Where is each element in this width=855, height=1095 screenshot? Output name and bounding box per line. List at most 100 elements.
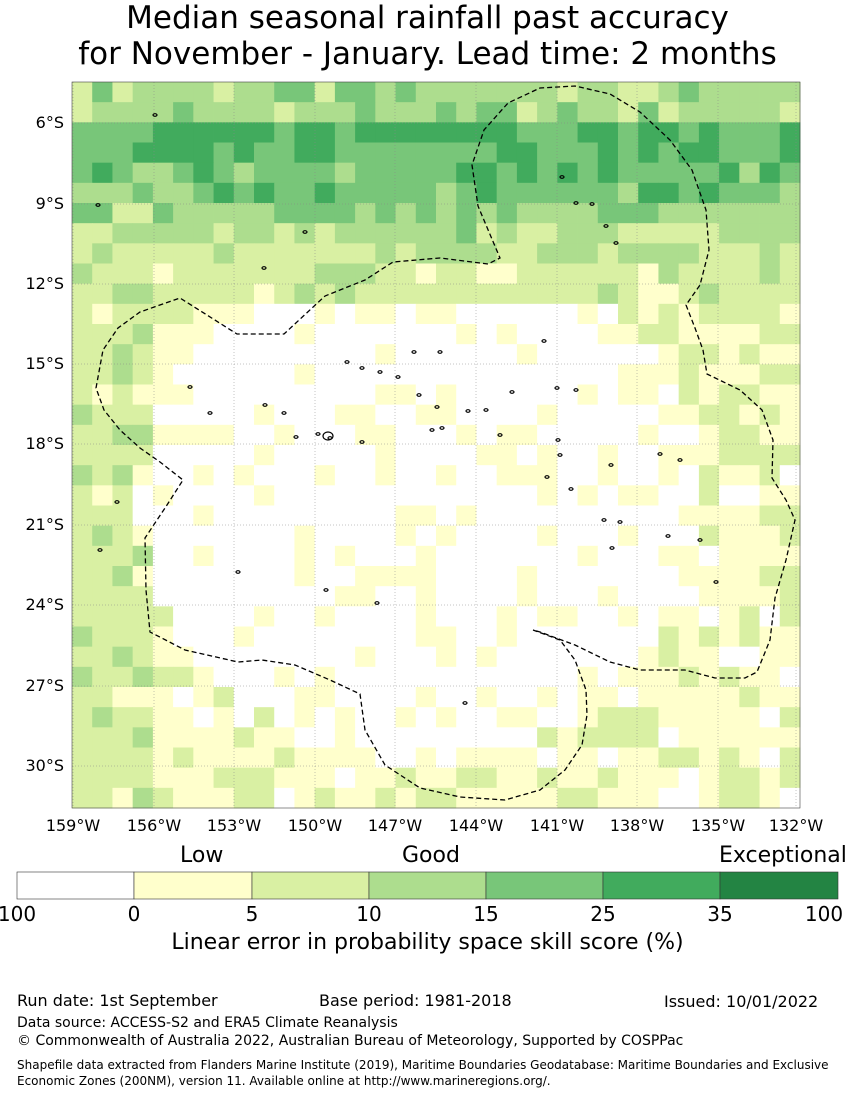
grid-cell [476, 485, 498, 506]
grid-cell [233, 203, 255, 224]
grid-cell [577, 445, 599, 466]
grid-cell [334, 445, 356, 466]
grid-cell [597, 203, 619, 224]
grid-cell [577, 747, 599, 769]
grid-cell [375, 687, 396, 708]
grid-cell [395, 102, 417, 123]
grid-cell [436, 162, 457, 184]
grid-cell [152, 102, 174, 123]
grid-cell [274, 223, 295, 244]
grid-cell [415, 666, 437, 688]
grid-cell [698, 626, 720, 648]
grid-cell [476, 525, 498, 547]
grid-cell [72, 566, 93, 587]
grid-cell [496, 203, 518, 224]
grid-cell [415, 566, 437, 587]
grid-cell [254, 303, 275, 325]
grid-cell [72, 182, 93, 204]
grid-cell [294, 465, 316, 486]
grid-cell [638, 142, 659, 164]
grid-cell [638, 525, 659, 547]
grid-cell [334, 606, 356, 627]
grid-cell [618, 445, 639, 466]
grid-cell [698, 424, 720, 446]
grid-cell [436, 606, 457, 627]
grid-cell [638, 687, 659, 708]
grid-cell [314, 122, 336, 143]
grid-cell [496, 283, 518, 305]
grid-cell [658, 82, 680, 103]
grid-cell [415, 223, 437, 244]
grid-cell [375, 364, 396, 385]
grid-cell [739, 445, 760, 466]
grid-cell [355, 223, 376, 244]
grid-cell [294, 666, 316, 688]
grid-cell [355, 424, 376, 446]
grid-cell [719, 586, 740, 607]
grid-cell [496, 223, 518, 244]
grid-cell [132, 283, 154, 305]
grid-cell [779, 404, 801, 426]
grid-cell [456, 525, 477, 547]
grid-cell [496, 324, 518, 345]
grid-cell [173, 626, 194, 648]
island [462, 701, 468, 705]
grid-cell [112, 424, 134, 446]
grid-cell [577, 606, 599, 627]
grid-cell [516, 404, 538, 426]
grid-cell [779, 606, 801, 627]
grid-cell [355, 404, 376, 426]
grid-cell [213, 223, 235, 244]
grid-cell [274, 687, 295, 708]
grid-cell [537, 586, 558, 607]
grid-cell [233, 102, 255, 123]
grid-cell [557, 203, 578, 224]
grid-cell [355, 203, 376, 224]
grid-cell [516, 324, 538, 345]
grid-cell [213, 666, 235, 688]
grid-cell [476, 626, 498, 648]
grid-cell [638, 747, 659, 769]
grid-cell [779, 687, 801, 708]
grid-cell [678, 283, 700, 305]
grid-cell [72, 203, 93, 224]
grid-cell [92, 203, 113, 224]
grid-cell [516, 787, 538, 809]
grid-cell [375, 303, 396, 325]
grid-cell [759, 445, 781, 466]
grid-cell [698, 787, 720, 809]
grid-cell [658, 223, 680, 244]
grid-cell [577, 203, 599, 224]
grid-cell [274, 384, 295, 406]
grid-cell [213, 82, 235, 103]
grid-cell [254, 344, 275, 365]
grid-cell [436, 445, 457, 466]
grid-cell [759, 182, 781, 204]
grid-cell [274, 767, 295, 789]
grid-cell [72, 424, 93, 446]
grid-cell [173, 142, 194, 164]
grid-cell [72, 787, 93, 809]
grid-cell [132, 606, 154, 627]
grid-cell [658, 707, 680, 728]
grid-cell [395, 162, 417, 184]
grid-cell [193, 646, 214, 668]
grid-cell [516, 142, 538, 164]
legend-category-exceptional: Exceptional [719, 843, 847, 868]
colorbar-tick: 10 [356, 902, 382, 926]
grid-cell [132, 162, 154, 184]
grid-cell [537, 505, 558, 527]
grid-cell [456, 324, 477, 345]
grid-cell [658, 646, 680, 668]
grid-cell [739, 384, 760, 406]
grid-cell [618, 404, 639, 426]
grid-cell [112, 767, 134, 789]
grid-cell [476, 142, 498, 164]
grid-cell [597, 142, 619, 164]
grid-cell [334, 122, 356, 143]
grid-cell [597, 465, 619, 486]
grid-cell [739, 485, 760, 506]
grid-cell [779, 324, 801, 345]
grid-cell [92, 767, 113, 789]
grid-cell [233, 485, 255, 506]
